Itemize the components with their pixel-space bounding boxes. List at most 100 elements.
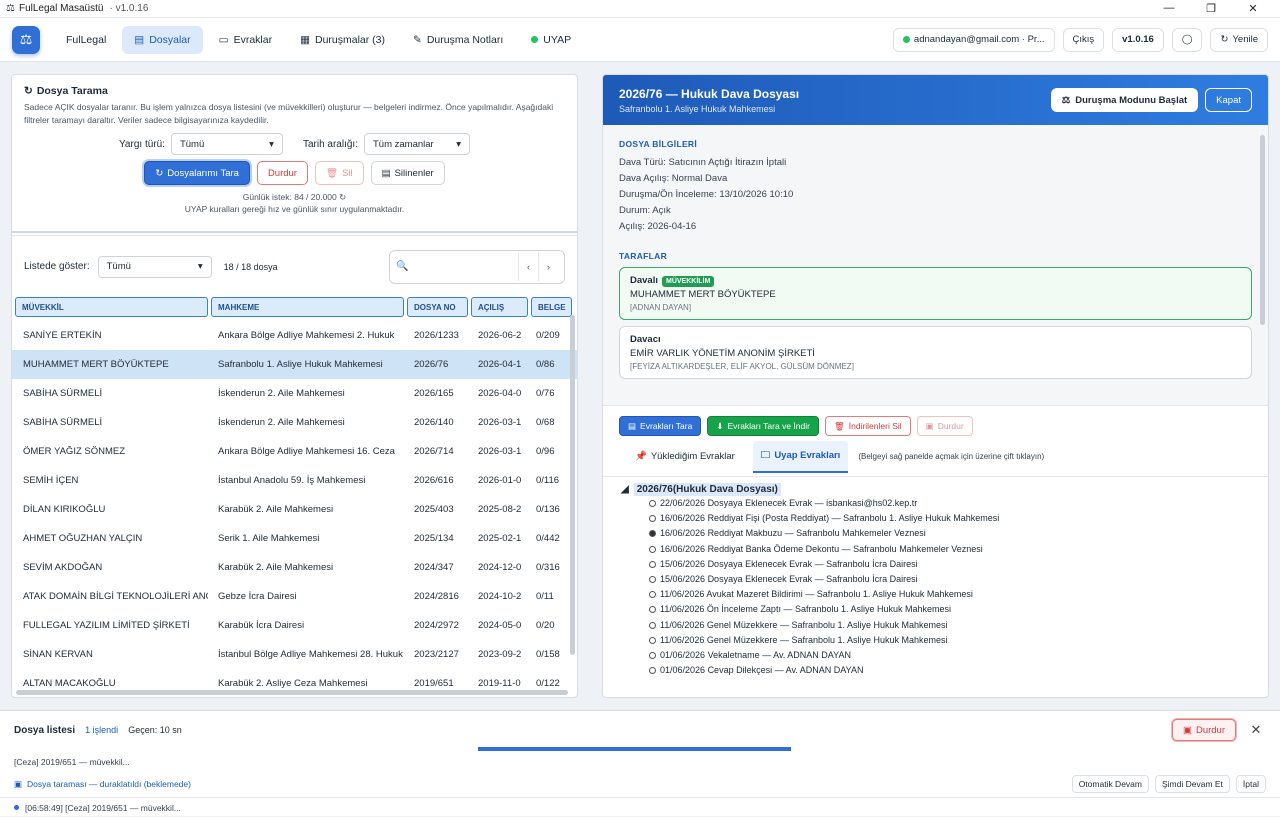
col-dosya-no[interactable]: DOSYA NO bbox=[407, 297, 468, 317]
table-row[interactable]: DİLAN KIRIKOĞLU Karabük 2. Aile Mahkemesi… bbox=[12, 495, 577, 524]
stop-icon: ▣ bbox=[925, 420, 934, 431]
current-item: [Ceza] 2019/651 — müvekkil... bbox=[14, 757, 130, 767]
table-row[interactable]: SANİYE ERTEKİN Ankara Bölge Adliye Mahkem… bbox=[12, 321, 577, 350]
user-pill[interactable]: adnandayan@gmail.com · Pr... bbox=[892, 27, 1055, 52]
yargi-select[interactable]: Tümü ▾ bbox=[170, 133, 283, 155]
scan-docs-button[interactable]: ▤ Evrakları Tara bbox=[619, 416, 702, 436]
table-cell: 0/158 bbox=[536, 649, 560, 660]
show-select[interactable]: Tümü ▾ bbox=[97, 255, 212, 278]
table-cell: 2026/165 bbox=[414, 388, 454, 399]
doc-tree-item[interactable]: 16/06/2026 Reddiyat Banka Ödeme Dekontu … bbox=[621, 542, 1250, 557]
search-input[interactable]: 🔍 ‹ › bbox=[389, 249, 565, 284]
table-row[interactable]: ALTAN MACAKOĞLU Karabük 2. Asliye Ceza Ma… bbox=[12, 669, 577, 697]
auto-resume-button[interactable]: Otomatik Devam bbox=[1071, 775, 1149, 793]
table-row[interactable]: MUHAMMET MERT BÖYÜKTEPE Safranbolu 1. Asl… bbox=[12, 350, 577, 379]
processed-count: 1 işlendi bbox=[85, 725, 119, 735]
tab-uyap-docs[interactable]: 🗀 Uyap Evrakları bbox=[752, 440, 849, 473]
logout-button[interactable]: Çıkış bbox=[1062, 27, 1105, 52]
close-icon[interactable]: ✕ bbox=[1250, 722, 1262, 737]
col-mahkeme[interactable]: MAHKEME bbox=[211, 297, 404, 317]
refresh-icon: ↻ bbox=[155, 167, 164, 179]
horizontal-scrollbar[interactable] bbox=[16, 690, 568, 695]
table-cell: SANİYE ERTEKİN bbox=[23, 330, 102, 341]
tree-root[interactable]: ◢ 2026/76(Hukuk Dava Dosyası) bbox=[621, 483, 1250, 496]
col-acilis[interactable]: AÇILIŞ bbox=[471, 297, 528, 317]
table-cell: 0/136 bbox=[536, 504, 560, 515]
table-row[interactable]: FULLEGAL YAZILIM LİMİTED ŞİRKETİ Karabük … bbox=[12, 611, 577, 640]
doc-tree-item[interactable]: 01/06/2026 Cevap Dilekçesi — Av. ADNAN D… bbox=[621, 663, 1250, 678]
hearing-mode-button[interactable]: ⚖ Duruşma Modunu Başlat bbox=[1050, 88, 1199, 112]
search-icon: 🔍 bbox=[396, 261, 409, 272]
table-row[interactable]: SEVİM AKDOĞAN Karabük 2. Aile Mahkemesi 20… bbox=[12, 553, 577, 582]
table-cell: 0/116 bbox=[536, 475, 560, 486]
col-muvekkil[interactable]: MÜVEKKİL bbox=[15, 297, 208, 317]
doc-tree-item[interactable]: 11/06/2026 Genel Müzekkere — Safranbolu … bbox=[621, 618, 1250, 633]
doc-type: Ön İnceleme Zaptı bbox=[706, 604, 781, 615]
tab-durusma-notlari[interactable]: ✎ Duruşma Notları bbox=[413, 33, 504, 46]
doc-type: Reddiyat Makbuzu bbox=[707, 528, 783, 539]
bottom-stop-button[interactable]: ▣ Durdur bbox=[1171, 719, 1236, 741]
col-belge[interactable]: BELGE bbox=[531, 297, 572, 317]
scan-icon: ▤ bbox=[628, 420, 637, 431]
resume-now-button[interactable]: Şimdi Devam Et bbox=[1154, 775, 1230, 793]
close-window-button[interactable]: ✕ bbox=[1248, 3, 1258, 15]
table-cell: 0/442 bbox=[536, 533, 560, 544]
tab-uploaded-docs[interactable]: 📌 Yüklediğim Evraklar bbox=[635, 451, 735, 462]
close-detail-button[interactable]: Kapat bbox=[1205, 88, 1252, 112]
tab-evraklar[interactable]: ▭ Evraklar bbox=[218, 33, 273, 46]
table-row[interactable]: AHMET OĞUZHAN YALÇIN Serik 1. Aile Mahkem… bbox=[12, 524, 577, 553]
doc-tree-item[interactable]: 16/06/2026 Reddiyat Fişi (Posta Reddiyat… bbox=[621, 511, 1250, 526]
table-cell: 2024-10-2 bbox=[478, 591, 522, 602]
table-cell: Karabük 2. Asliye Ceza Mahkemesi bbox=[218, 678, 368, 689]
bullet-icon bbox=[649, 515, 656, 523]
theme-toggle-icon[interactable]: ◯ bbox=[1171, 27, 1203, 52]
daily-limit: Günlük istek: 84 / 20.000 ↻ UYAP kurallar… bbox=[184, 192, 405, 214]
table-cell: 0/68 bbox=[536, 417, 555, 428]
doc-tree-item[interactable]: 16/06/2026 Reddiyat Makbuzu — Safranbolu… bbox=[621, 526, 1250, 541]
doc-tree-item[interactable]: 01/06/2026 Vekaletname — Av. ADNAN DAYAN bbox=[621, 648, 1250, 663]
doc-tree-item[interactable]: 11/06/2026 Ön İnceleme Zaptı — Safranbol… bbox=[621, 602, 1250, 617]
doc-tree-item[interactable]: 11/06/2026 Avukat Mazeret Bildirimi — Sa… bbox=[621, 587, 1250, 602]
file-list-panel: ↻ Dosya Tarama Sadece AÇIK dosyalar taran… bbox=[11, 74, 578, 698]
tab-durusmalar[interactable]: ▦ Duruşmalar (3) bbox=[300, 33, 386, 46]
tab-dosyalar[interactable]: ▤ Dosyalar bbox=[122, 25, 203, 54]
doc-tree-item[interactable]: 22/06/2026 Dosyaya Eklenecek Evrak — isb… bbox=[621, 496, 1250, 511]
table-row[interactable]: ÖMER YAĞIZ SÖNMEZ Ankara Bölge Adliye Mah… bbox=[12, 437, 577, 466]
table-row[interactable]: SEMİH İÇEN İstanbul Anadolu 59. İş Mahkem… bbox=[12, 466, 577, 495]
doc-tree-item[interactable]: 11/06/2026 Genel Müzekkere — Safranbolu … bbox=[621, 633, 1250, 648]
parties-title: TARAFLAR bbox=[619, 251, 668, 261]
scan-files-button[interactable]: ↻ Dosyalarımı Tara bbox=[144, 161, 250, 185]
table-row[interactable]: SABİHA SÜRMELİ İskenderun 2. Aile Mahkeme… bbox=[12, 379, 577, 408]
next-icon[interactable]: › bbox=[538, 252, 558, 281]
delete-button[interactable]: 🗑 Sil bbox=[314, 161, 364, 185]
stop-button[interactable]: Durdur bbox=[256, 161, 308, 185]
table-row[interactable]: SABİHA SÜRMELİ İskenderun 2. Aile Mahkeme… bbox=[12, 408, 577, 437]
logo-icon[interactable]: ⚖ bbox=[12, 25, 40, 54]
table-cell: SİNAN KERVAN bbox=[23, 649, 93, 660]
nav-brand[interactable]: FulLegal bbox=[66, 33, 107, 46]
scan-download-button[interactable]: ⬇ Evrakları Tara ve İndir bbox=[707, 416, 819, 436]
doc-date: 01/06/2026 bbox=[660, 650, 706, 661]
tarih-select[interactable]: Tüm zamanlar ▾ bbox=[363, 133, 470, 155]
prev-icon[interactable]: ‹ bbox=[518, 252, 538, 281]
cancel-button[interactable]: İptal bbox=[1235, 775, 1266, 793]
doc-date: 11/06/2026 bbox=[660, 634, 705, 645]
tab-uyap[interactable]: UYAP bbox=[519, 26, 583, 54]
doc-type: Genel Müzekkere bbox=[706, 619, 778, 630]
delete-downloaded-button[interactable]: 🗑 İndirilenleri Sil bbox=[824, 416, 911, 436]
info-dava-turu: Dava Türü: Satıcının Açtığı İtirazın İpt… bbox=[619, 157, 787, 168]
caret-down-icon: ▾ bbox=[269, 138, 274, 150]
stop-docs-button[interactable]: ▣ Durdur bbox=[916, 416, 973, 436]
doc-tree-item[interactable]: 15/06/2026 Dosyaya Eklenecek Evrak — Saf… bbox=[621, 572, 1250, 587]
table-row[interactable]: ATAK DOMAİN BİLGİ TEKNOLOJİLERİ ANONİM Ge… bbox=[12, 582, 577, 611]
doc-tree-item[interactable]: 15/06/2026 Dosyaya Eklenecek Evrak — Saf… bbox=[621, 557, 1250, 572]
info-durum: Durum: Açık bbox=[619, 205, 671, 216]
table-row[interactable]: SİNAN KERVAN İstanbul Bölge Adliye Mahkem… bbox=[12, 640, 577, 669]
table-cell: 2024/2816 bbox=[414, 591, 459, 602]
detail-scrollbar[interactable] bbox=[1260, 135, 1265, 325]
maximize-button[interactable]: ❐ bbox=[1206, 3, 1216, 15]
vertical-scrollbar[interactable] bbox=[570, 315, 575, 655]
refresh-button[interactable]: ↻ Yenile bbox=[1210, 27, 1268, 52]
deleted-button[interactable]: ▤ Silinenler bbox=[370, 161, 445, 185]
minimize-button[interactable]: — bbox=[1163, 2, 1175, 14]
